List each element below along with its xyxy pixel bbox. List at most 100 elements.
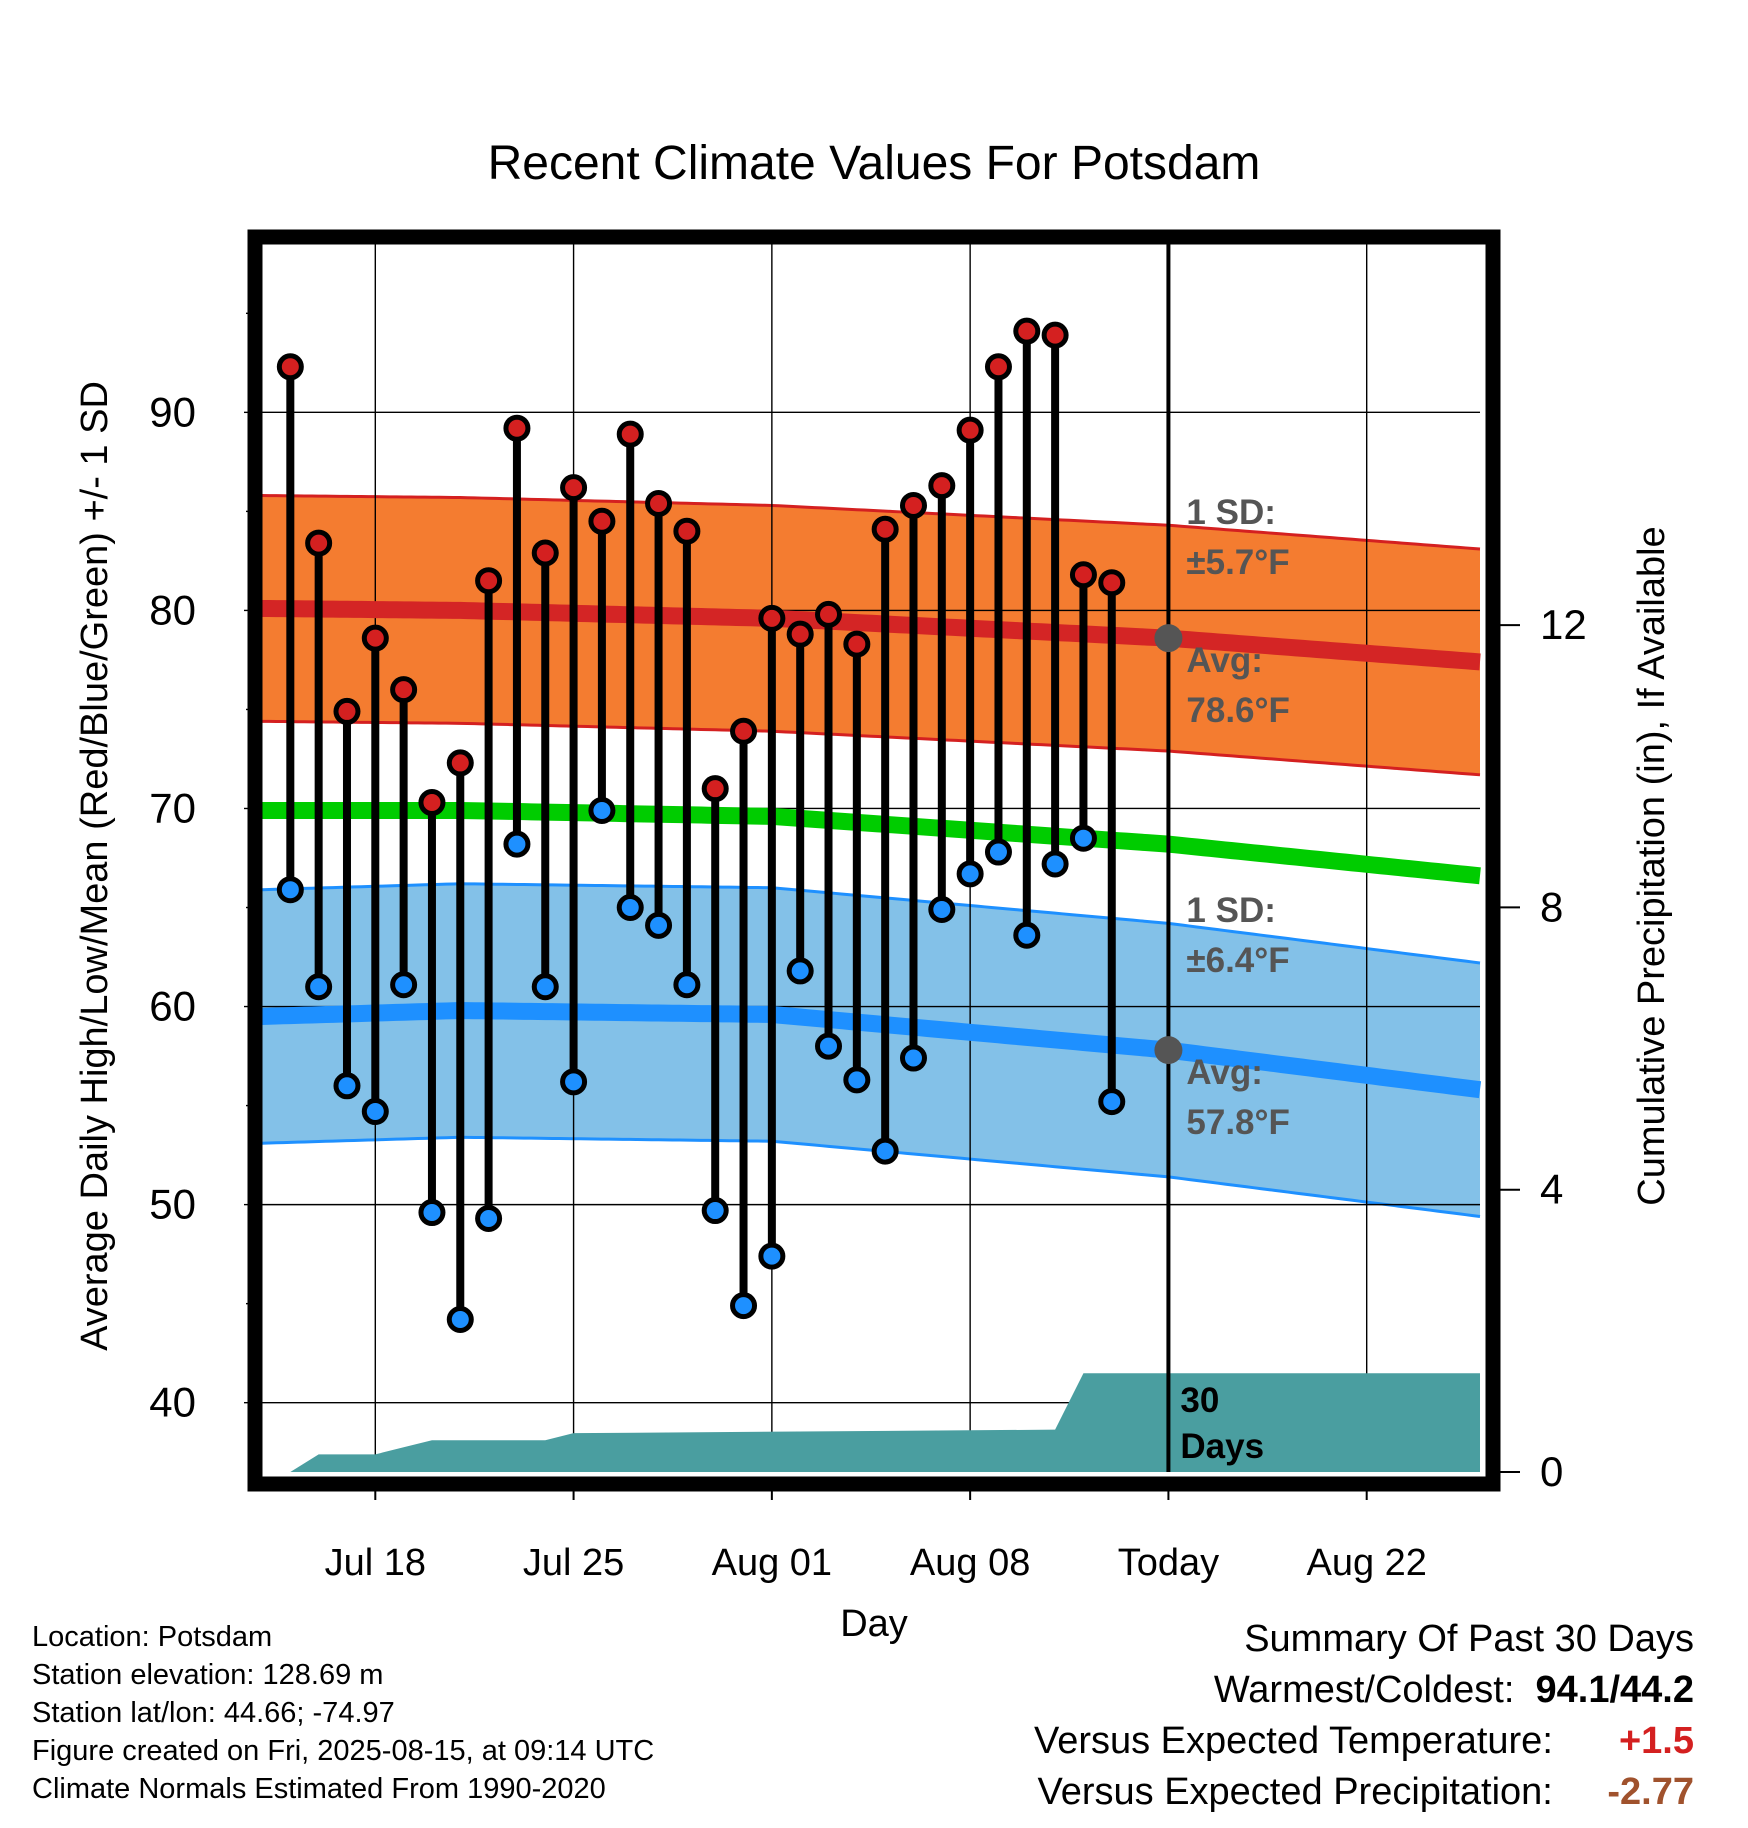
daily-low-point bbox=[899, 1044, 927, 1072]
daily-high-point bbox=[390, 676, 418, 704]
y-tick-label: 60 bbox=[149, 983, 196, 1030]
daily-low-point bbox=[1098, 1088, 1126, 1116]
y2-tick-label: 8 bbox=[1540, 883, 1563, 930]
temp-value: +1.5 bbox=[1618, 1720, 1694, 1762]
daily-low-point bbox=[418, 1199, 446, 1227]
warm-cold-label: Warmest/Coldest: bbox=[1213, 1669, 1515, 1711]
low-avg-marker bbox=[1154, 1036, 1183, 1065]
daily-high-point bbox=[588, 507, 616, 535]
daily-high-point bbox=[1013, 317, 1041, 345]
low-sd-lower-edge bbox=[261, 1135, 1481, 1218]
daily-low-point bbox=[305, 973, 333, 1001]
low-annotation-text: 57.8°F bbox=[1186, 1103, 1290, 1142]
daily-low-point bbox=[560, 1068, 588, 1096]
y-tick-label: 70 bbox=[149, 784, 196, 831]
daily-high-point bbox=[475, 567, 503, 595]
temp-row: Versus Expected Temperature: +1.5 bbox=[1034, 1716, 1694, 1767]
x-tick-label: Jul 25 bbox=[523, 1542, 624, 1584]
low-sd-upper-edge bbox=[261, 882, 1481, 965]
low-sd-band bbox=[262, 883, 1480, 1217]
daily-high-point bbox=[616, 420, 644, 448]
temp-label: Versus Expected Temperature: bbox=[1033, 1720, 1553, 1762]
daily-low-point bbox=[361, 1098, 389, 1126]
low-annotation-text: 1 SD: bbox=[1186, 891, 1275, 930]
period-label: Days bbox=[1180, 1427, 1264, 1466]
daily-low-point bbox=[333, 1072, 361, 1100]
daily-low-point bbox=[475, 1204, 503, 1232]
x-tick-label: Jul 18 bbox=[325, 1542, 426, 1584]
mean-normal-line bbox=[262, 801, 1481, 885]
low-normal-line bbox=[261, 1002, 1482, 1099]
x-tick-label: Aug 22 bbox=[1306, 1542, 1426, 1584]
daily-high-point bbox=[928, 472, 956, 500]
daily-low-point bbox=[588, 796, 616, 824]
created-text: Figure created on Fri, 2025-08-15, at 09… bbox=[32, 1735, 655, 1767]
daily-low-point bbox=[531, 973, 559, 1001]
plot-area: 1 SD: ±5.7°F Avg: 78.6°F 1 SD: ±6.4°F Avg: 57.8… bbox=[149, 229, 1587, 1584]
y2-tick-label: 12 bbox=[1540, 601, 1587, 648]
plot-frame bbox=[247, 229, 1501, 1492]
daily-high-point bbox=[276, 353, 304, 381]
daily-high-point bbox=[418, 789, 446, 817]
station-info: Location: Potsdam Station elevation: 128… bbox=[32, 1618, 654, 1808]
y-tick-label: 40 bbox=[149, 1379, 196, 1426]
precip-value: -2.77 bbox=[1607, 1771, 1694, 1813]
x-axis-label: Day bbox=[840, 1603, 908, 1645]
high-normal-line bbox=[261, 599, 1481, 671]
y-tick-label: 50 bbox=[149, 1181, 196, 1228]
high-annotation-text: Avg: bbox=[1186, 641, 1262, 680]
daily-low-point bbox=[758, 1242, 786, 1270]
high-sd-lower-edge bbox=[261, 719, 1481, 777]
daily-low-point bbox=[1041, 850, 1069, 878]
daily-low-point bbox=[390, 971, 418, 999]
x-tick-label: Aug 08 bbox=[910, 1542, 1030, 1584]
y-tick-label: 80 bbox=[149, 586, 196, 633]
daily-low-point bbox=[928, 895, 956, 923]
daily-high-point bbox=[730, 717, 758, 745]
daily-low-point bbox=[645, 911, 673, 939]
precipitation-area bbox=[290, 1373, 1481, 1472]
daily-low-point bbox=[616, 894, 644, 922]
daily-high-point bbox=[1069, 561, 1097, 589]
y2-axis-label: Cumulative Precipitation (in), If Availa… bbox=[1631, 526, 1673, 1205]
daily-low-point bbox=[1013, 921, 1041, 949]
high-annotation-text: ±5.7°F bbox=[1186, 543, 1289, 582]
high-annotation-text: 1 SD: bbox=[1186, 493, 1275, 532]
low-annotation-text: ±6.4°F bbox=[1186, 941, 1289, 980]
daily-high-point bbox=[560, 474, 588, 502]
daily-high-point bbox=[701, 775, 729, 803]
summary-panel: Summary Of Past 30 Days Warmest/Coldest:… bbox=[1034, 1614, 1694, 1818]
daily-high-point bbox=[984, 353, 1012, 381]
precip-row: Versus Expected Precipitation: -2.77 bbox=[1034, 1767, 1694, 1818]
daily-high-point bbox=[871, 515, 899, 543]
y2-tick-label: 0 bbox=[1540, 1448, 1563, 1495]
daily-low-point bbox=[815, 1032, 843, 1060]
daily-low-point bbox=[701, 1197, 729, 1225]
daily-low-point bbox=[786, 957, 814, 985]
summary-title: Summary Of Past 30 Days bbox=[1244, 1618, 1694, 1660]
daily-low-point bbox=[984, 838, 1012, 866]
daily-high-point bbox=[333, 697, 361, 725]
daily-low-point bbox=[1069, 824, 1097, 852]
daily-high-point bbox=[673, 517, 701, 545]
high-annotation-text: 78.6°F bbox=[1186, 691, 1290, 730]
y2-tick-label: 4 bbox=[1540, 1166, 1563, 1213]
daily-high-point bbox=[786, 620, 814, 648]
high-avg-marker bbox=[1154, 624, 1183, 653]
y-axis-label: Average Daily High/Low/Mean (Red/Blue/Gr… bbox=[74, 381, 116, 1351]
chart-title: Recent Climate Values For Potsdam bbox=[488, 137, 1261, 190]
low-annotation-text: Avg: bbox=[1186, 1053, 1262, 1092]
daily-high-point bbox=[503, 414, 531, 442]
daily-high-point bbox=[758, 604, 786, 632]
daily-low-point bbox=[730, 1292, 758, 1320]
high-sd-band bbox=[262, 495, 1480, 775]
daily-low-point bbox=[956, 860, 984, 888]
daily-high-point bbox=[305, 529, 333, 557]
daily-low-point bbox=[446, 1305, 474, 1333]
daily-high-point bbox=[843, 630, 871, 658]
daily-high-point bbox=[531, 539, 559, 567]
elevation-text: Station elevation: 128.69 m bbox=[32, 1659, 384, 1691]
x-tick-label: Aug 01 bbox=[712, 1542, 832, 1584]
daily-high-point bbox=[446, 749, 474, 777]
